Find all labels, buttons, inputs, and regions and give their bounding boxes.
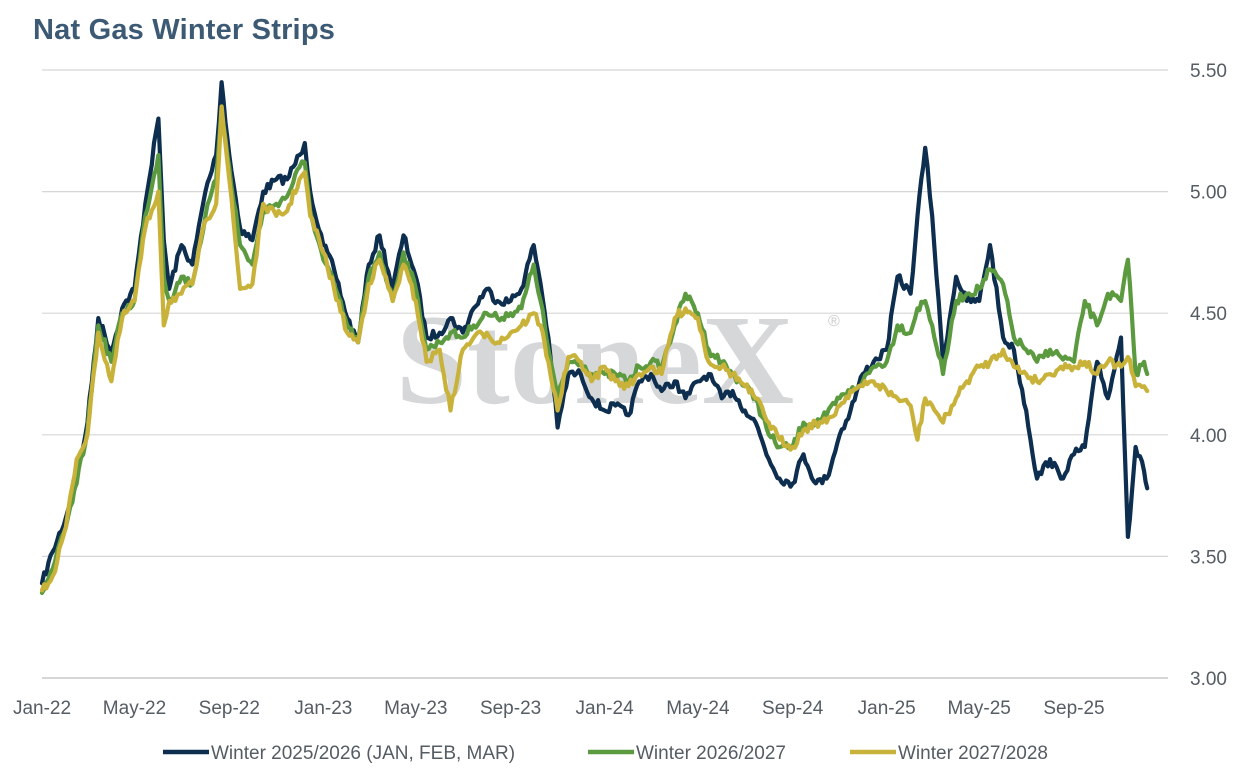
legend: Winter 2025/2026 (JAN, FEB, MAR) Winter 2… bbox=[163, 743, 1048, 764]
y-tick-label: 3.50 bbox=[1190, 547, 1227, 568]
y-tick-label: 4.00 bbox=[1190, 426, 1227, 447]
y-tick-label: 5.50 bbox=[1190, 61, 1227, 82]
y-tick-label: 5.00 bbox=[1190, 183, 1227, 204]
watermark-text: StoneX bbox=[396, 289, 794, 431]
y-tick-label: 3.00 bbox=[1190, 669, 1227, 690]
watermark-registered-mark: ® bbox=[828, 313, 840, 330]
x-tick-label: Sep-23 bbox=[480, 698, 541, 719]
x-tick-label: Sep-22 bbox=[199, 698, 260, 719]
x-tick-label: Jan-25 bbox=[858, 698, 916, 719]
x-tick-label: May-24 bbox=[666, 698, 730, 719]
legend-label: Winter 2026/2027 bbox=[636, 743, 786, 764]
x-tick-label: May-23 bbox=[384, 698, 447, 719]
x-tick-label: Sep-24 bbox=[762, 698, 824, 719]
y-tick-label: 4.50 bbox=[1190, 304, 1227, 325]
x-tick-label: Jan-22 bbox=[13, 698, 71, 719]
legend-label: Winter 2025/2026 (JAN, FEB, MAR) bbox=[211, 743, 515, 764]
x-tick-label: Jan-24 bbox=[576, 698, 635, 719]
watermark: StoneX ® bbox=[396, 289, 840, 431]
x-tick-label: May-22 bbox=[103, 698, 166, 719]
legend-label: Winter 2027/2028 bbox=[898, 743, 1048, 764]
x-tick-label: Sep-25 bbox=[1043, 698, 1104, 719]
x-tick-label: May-25 bbox=[947, 698, 1010, 719]
x-tick-label: Jan-23 bbox=[294, 698, 352, 719]
y-axis: 3.00 3.50 4.00 4.50 5.00 5.50 bbox=[1190, 61, 1227, 690]
x-axis: Jan-22 May-22 Sep-22 Jan-23 May-23 Sep-23 Jan-… bbox=[13, 698, 1105, 719]
